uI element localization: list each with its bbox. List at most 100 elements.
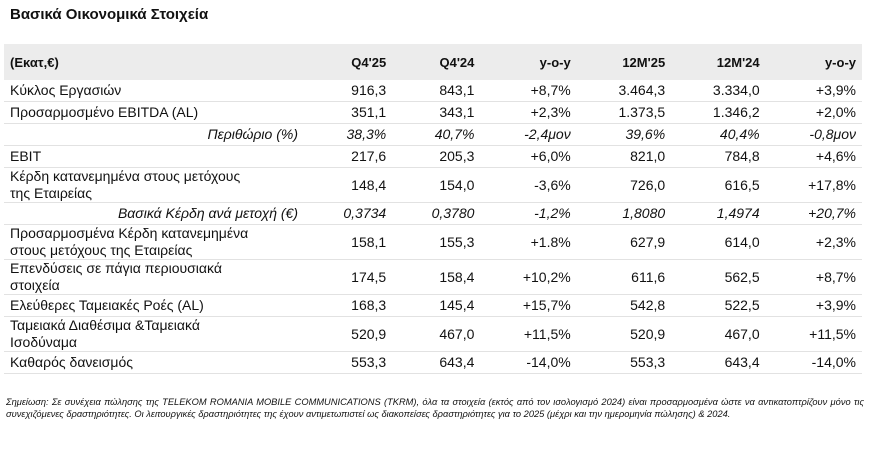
cell: +8,7%	[480, 80, 577, 102]
row-label: Προσαρμοσμένο EBITDA (AL)	[4, 101, 304, 124]
cell: 1.373,5	[576, 101, 672, 124]
header-cell: Q4'24	[392, 44, 481, 80]
cell: 3.464,3	[576, 80, 672, 102]
cell: 158,1	[304, 224, 393, 260]
cell: 627,9	[576, 224, 672, 260]
header-cell: (Εκατ,€)	[4, 44, 304, 80]
cell: +8,7%	[765, 259, 862, 295]
cell: 343,1	[392, 101, 481, 124]
row-label: Επενδύσεις σε πάγια περιουσιακά στοιχεία	[4, 259, 304, 295]
cell: -1,2%	[480, 202, 577, 225]
header-row: (Εκατ,€) Q4'25 Q4'24 y-o-y 12M'25 12M'24 y-o-y	[4, 44, 862, 80]
cell: 467,0	[671, 316, 766, 352]
title: Βασικά Οικονομικά Στοιχεία	[10, 6, 209, 23]
cell: 467,0	[392, 316, 481, 352]
cell: 611,6	[576, 259, 672, 295]
cell: +15,7%	[480, 294, 577, 317]
cell: +20,7%	[765, 202, 862, 225]
cell: 1,4974	[671, 202, 766, 225]
row-label: Ελεύθερες Ταμειακές Ροές (AL)	[4, 294, 304, 317]
cell: 520,9	[576, 316, 672, 352]
cell: 643,4	[392, 351, 481, 374]
cell: 0,3734	[304, 202, 393, 225]
cell: +3,9%	[765, 80, 862, 102]
cell: +3,9%	[765, 294, 862, 317]
cell: 0,3780	[392, 202, 481, 225]
cell: 616,5	[671, 167, 766, 203]
cell: 351,1	[304, 101, 393, 124]
table-row: Βασικά Κέρδη ανά μετοχή (€) 0,3734 0,3780-…	[4, 202, 862, 225]
cell: +2,3%	[480, 101, 577, 124]
cell: 145,4	[392, 294, 481, 317]
cell: -2,4μον	[480, 123, 577, 146]
header-cell: y-o-y	[765, 44, 862, 80]
cell: 217,6	[304, 145, 393, 168]
table-row: EBIT 217,6 205,3 +6,0% 821,0 784,8 +4,6%	[4, 145, 862, 168]
header-cell: 12M'24	[671, 44, 766, 80]
cell: +17,8%	[765, 167, 862, 203]
cell: 520,9	[304, 316, 393, 352]
table-row: Κύκλος Εργασιών 916,3 843,1 +8,7% 3.464,3 3.3…	[4, 80, 862, 102]
cell: 821,0	[576, 145, 672, 168]
cell: +6,0%	[480, 145, 577, 168]
row-label: Προσαρμοσμένα Κέρδη κατανεμημένα στους μ…	[4, 224, 304, 260]
cell: 38,3%	[304, 123, 393, 146]
cell: -0,8μον	[765, 123, 862, 146]
cell: 158,4	[392, 259, 481, 295]
cell: 1.346,2	[671, 101, 766, 124]
cell: 39,6%	[576, 123, 672, 146]
header-cell: y-o-y	[480, 44, 577, 80]
table-row: Ελεύθερες Ταμειακές Ροές (AL) 168,3 145,4 +…	[4, 294, 862, 317]
table-row: Επενδύσεις σε πάγια περιουσιακά στοιχεία…	[4, 259, 862, 295]
cell: 784,8	[671, 145, 766, 168]
row-label: Κέρδη κατανεμημένα στους μετόχους της Ετ…	[4, 167, 304, 203]
cell: 154,0	[392, 167, 481, 203]
header-cell: 12M'25	[576, 44, 672, 80]
financial-table: (Εκατ,€) Q4'25 Q4'24 y-o-y 12M'25 12M'24 y-o-y…	[4, 44, 862, 374]
cell: 174,5	[304, 259, 393, 295]
cell: 168,3	[304, 294, 393, 317]
cell: 155,3	[392, 224, 481, 260]
cell: +2,3%	[765, 224, 862, 260]
cell: 205,3	[392, 145, 481, 168]
table-row: Προσαρμοσμένα Κέρδη κατανεμημένα στους μ…	[4, 224, 862, 260]
cell: +11,5%	[480, 316, 577, 352]
cell: 614,0	[671, 224, 766, 260]
cell: 553,3	[576, 351, 672, 374]
cell: 726,0	[576, 167, 672, 203]
cell: +1.8%	[480, 224, 577, 260]
table-row: Προσαρμοσμένο EBITDA (AL) 351,1 343,1 +2,3%…	[4, 101, 862, 124]
table-row: Περιθώριο (%) 38,3% 40,7% -2,4μον 39,6% 40,4%…	[4, 123, 862, 146]
row-label: Περιθώριο (%)	[4, 123, 304, 146]
cell: -14,0%	[765, 351, 862, 374]
cell: 1,8080	[576, 202, 672, 225]
cell: 522,5	[671, 294, 766, 317]
footnote: Σημείωση: Σε συνέχεια πώλησης της TELEKO…	[6, 397, 864, 419]
cell: 40,7%	[392, 123, 481, 146]
cell: 843,1	[392, 80, 481, 102]
cell: 542,8	[576, 294, 672, 317]
cell: +11,5%	[765, 316, 862, 352]
row-label: Καθαρός δανεισμός	[4, 351, 304, 374]
cell: -3,6%	[480, 167, 577, 203]
table-row: Κέρδη κατανεμημένα στους μετόχους της Ετ…	[4, 167, 862, 203]
cell: +10,2%	[480, 259, 577, 295]
cell: 40,4%	[671, 123, 766, 146]
row-label: EBIT	[4, 145, 304, 168]
cell: 3.334,0	[671, 80, 766, 102]
cell: 643,4	[671, 351, 766, 374]
table-row: Καθαρός δανεισμός 553,3 643,4 -14,0% 553,3 64…	[4, 351, 862, 374]
cell: 148,4	[304, 167, 393, 203]
cell: +2,0%	[765, 101, 862, 124]
row-label: Κύκλος Εργασιών	[4, 80, 304, 102]
cell: 553,3	[304, 351, 393, 374]
cell: 562,5	[671, 259, 766, 295]
cell: 916,3	[304, 80, 393, 102]
row-label: Βασικά Κέρδη ανά μετοχή (€)	[4, 202, 304, 225]
cell: -14,0%	[480, 351, 577, 374]
table-row: Ταμειακά Διαθέσιμα &Ταμειακά Ισοδύναμα 52…	[4, 316, 862, 352]
row-label: Ταμειακά Διαθέσιμα &Ταμειακά Ισοδύναμα	[4, 316, 304, 352]
header-cell: Q4'25	[304, 44, 393, 80]
cell: +4,6%	[765, 145, 862, 168]
